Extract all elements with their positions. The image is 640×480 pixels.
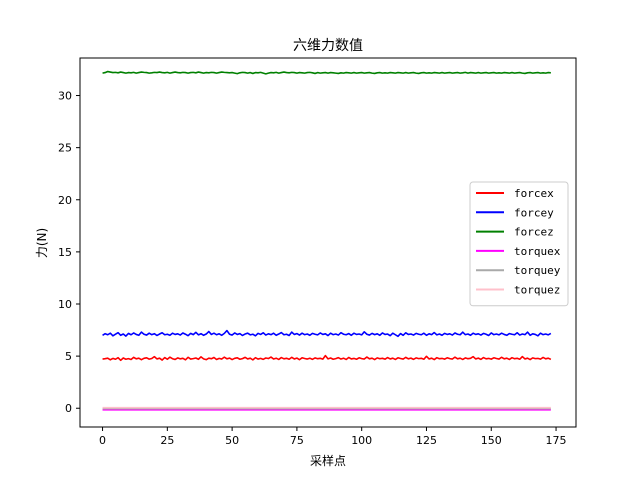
y-tick-label: 15 [58,246,72,259]
y-tick-label: 25 [58,142,72,155]
legend-label-torquey: torquey [514,264,561,277]
y-tick-label: 5 [65,350,72,363]
y-tick-label: 0 [65,402,72,415]
x-axis-label: 采样点 [310,453,346,468]
legend-label-forcex: forcex [514,187,554,200]
series-line-forcey [102,329,552,338]
series-line-forcez [102,70,551,75]
x-tick-label: 0 [99,434,106,447]
y-tick-label: 10 [58,298,72,311]
x-tick-label: 75 [290,434,304,447]
legend-label-forcez: forcez [514,226,554,239]
x-axis: 0 25 50 75 100 125 150 175 [99,427,567,447]
x-tick-label: 25 [160,434,174,447]
series-line-forcex [102,354,552,362]
y-tick-label: 20 [58,194,72,207]
x-tick-label: 150 [481,434,502,447]
x-tick-label: 175 [546,434,567,447]
y-axis-label: 力(N) [35,228,49,258]
axes-frame [79,57,577,428]
x-tick-label: 50 [225,434,239,447]
x-tick-label: 100 [351,434,372,447]
x-tick-label: 125 [416,434,437,447]
legend-label-forcey: forcey [514,206,554,219]
legend-label-torquez: torquez [514,284,560,297]
y-axis: 0 5 10 15 20 25 30 [58,90,80,415]
plot-area [102,70,552,411]
legend-label-torquex: torquex [514,245,561,258]
legend: forcex forcey forcez torquex torquey torquez [469,181,569,307]
chart-title: 六维力数值 [293,38,363,54]
y-tick-label: 30 [58,90,72,103]
